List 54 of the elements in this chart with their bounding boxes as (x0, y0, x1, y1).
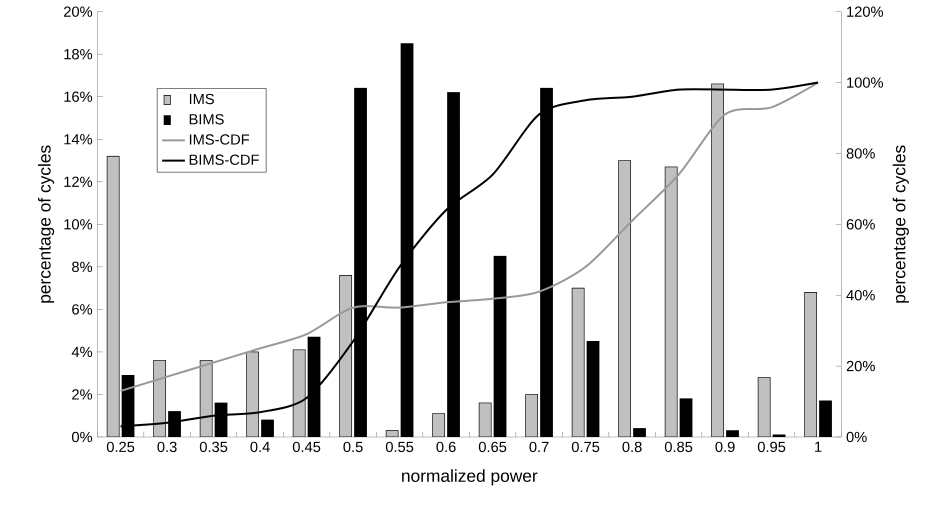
x-tick-label: 0.4 (250, 442, 270, 452)
x-tick-label: 0.7 (529, 442, 549, 452)
x-tick-label: 0.65 (478, 442, 506, 452)
legend-label: IMS-CDF (190, 134, 250, 145)
y-tick-label: 4% (72, 346, 92, 358)
bar (432, 413, 446, 437)
bar (525, 394, 538, 437)
y2-tick-label: 100% (847, 77, 884, 88)
bar (572, 288, 585, 437)
x-tick-label: 0.5 (343, 442, 363, 452)
legend-label: BIMS (190, 114, 224, 124)
bar (711, 84, 724, 437)
x-tick-label: 0.6 (436, 442, 456, 452)
x-tick-label: 0.75 (572, 442, 600, 452)
y-tick-label: 0% (72, 432, 92, 442)
bar (246, 352, 260, 437)
y2-tick-label: 60% (846, 219, 875, 230)
legend-label: BIMS-CDF (190, 154, 259, 165)
bar (618, 160, 632, 437)
x-tick-label: 1 (815, 442, 822, 452)
bar (664, 166, 678, 437)
y-tick-label: 12% (64, 176, 92, 187)
x-tick-label: 0.25 (106, 442, 134, 452)
bar (292, 349, 306, 437)
x-tick-label: 0.45 (292, 442, 320, 452)
y2-tick-label: 40% (846, 290, 875, 300)
x-tick-label: 0.35 (200, 442, 228, 452)
y2-tick-label: 120% (847, 6, 884, 17)
y2-axis-title: percentage of cycles (892, 145, 909, 303)
bar (804, 292, 818, 437)
x-axis-title: normalized power (402, 469, 538, 486)
legend-label: IMS (190, 94, 214, 104)
bar (339, 275, 352, 437)
bar (106, 156, 120, 437)
x-tick-label: 0.85 (664, 442, 692, 452)
y-tick-label: 8% (72, 262, 92, 272)
y-tick-label: 16% (64, 92, 92, 102)
y-tick-label: 20% (64, 6, 92, 17)
y-axis-title: percentage of cycles (38, 145, 54, 303)
y2-tick-label: 0% (846, 432, 867, 442)
y-tick-label: 2% (72, 389, 92, 400)
x-tick-label: 0.95 (758, 442, 786, 452)
bar (478, 402, 492, 437)
bar (758, 377, 771, 437)
y-tick-label: 10% (64, 219, 92, 230)
y2-tick-label: 80% (846, 148, 875, 159)
y-tick-label: 14% (64, 134, 92, 144)
x-tick-label: 0.55 (386, 442, 414, 452)
y-tick-label: 6% (72, 304, 92, 315)
x-tick-label: 0.9 (715, 442, 735, 452)
x-tick-label: 0.8 (622, 442, 642, 452)
y2-tick-label: 20% (846, 360, 875, 372)
y-tick-label: 18% (64, 49, 92, 60)
x-tick-label: 0.3 (157, 442, 177, 452)
